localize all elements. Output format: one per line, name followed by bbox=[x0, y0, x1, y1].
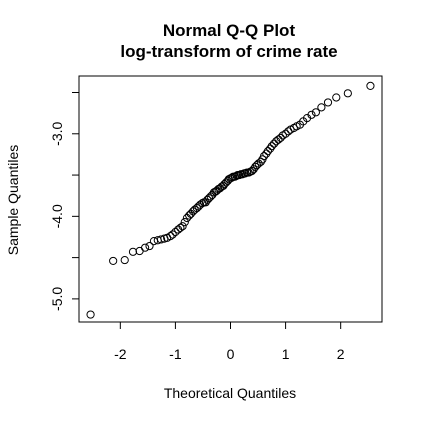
data-point bbox=[267, 142, 276, 151]
data-point bbox=[135, 246, 144, 256]
data-point bbox=[332, 93, 341, 102]
chart-subtitle: log-transform of crime rate bbox=[120, 42, 337, 61]
data-point bbox=[128, 247, 138, 256]
y-axis: -5.0 -4.0 -3.0 bbox=[49, 92, 79, 311]
data-point bbox=[178, 222, 187, 231]
y-tick-label: -5.0 bbox=[49, 287, 65, 311]
x-tick-label: -2 bbox=[114, 346, 127, 362]
x-tick-label: -1 bbox=[169, 346, 182, 362]
x-tick-label: 0 bbox=[227, 346, 235, 362]
plot-frame bbox=[78, 75, 383, 323]
data-point bbox=[180, 218, 189, 227]
data-point bbox=[171, 227, 180, 237]
data-point bbox=[166, 232, 175, 241]
x-axis: -2 -1 0 1 2 bbox=[114, 322, 345, 362]
data-point bbox=[156, 235, 166, 244]
data-point bbox=[145, 241, 154, 251]
data-point bbox=[217, 182, 226, 191]
data-point bbox=[141, 243, 150, 252]
y-axis-title: Sample Quantiles bbox=[5, 145, 21, 256]
data-point bbox=[343, 89, 352, 98]
data-point bbox=[276, 133, 285, 143]
data-point bbox=[307, 110, 316, 119]
data-point bbox=[176, 223, 185, 232]
data-point bbox=[235, 170, 244, 180]
data-points bbox=[86, 81, 375, 319]
data-point bbox=[86, 310, 95, 319]
x-tick-label: 1 bbox=[282, 346, 290, 362]
data-point bbox=[311, 108, 320, 117]
x-axis-title: Theoretical Quantiles bbox=[164, 385, 296, 401]
chart-title: Normal Q-Q Plot bbox=[163, 21, 296, 40]
data-point bbox=[274, 135, 283, 144]
data-point bbox=[317, 103, 326, 112]
y-tick-label: -4.0 bbox=[49, 204, 65, 228]
x-tick-label: 2 bbox=[337, 346, 345, 362]
data-point bbox=[281, 129, 290, 138]
y-tick-label: -3.0 bbox=[49, 122, 65, 146]
data-point bbox=[109, 256, 118, 266]
data-point bbox=[269, 139, 279, 148]
data-point bbox=[120, 255, 129, 265]
data-point bbox=[366, 81, 375, 91]
data-point bbox=[168, 230, 177, 239]
data-point bbox=[323, 98, 333, 107]
